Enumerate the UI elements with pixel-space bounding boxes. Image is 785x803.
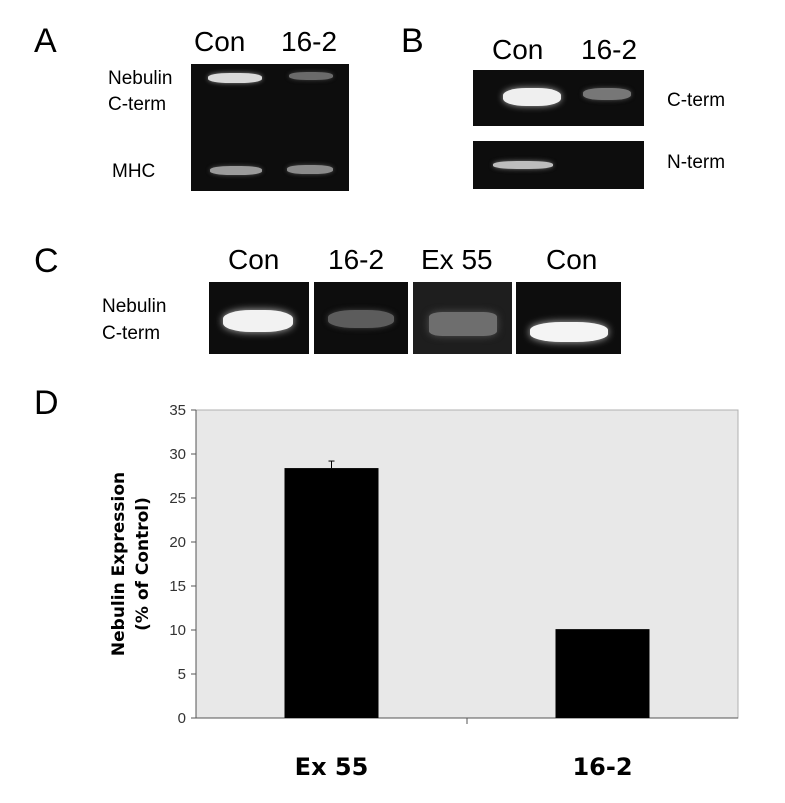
y-tick-label: 10 (169, 622, 186, 639)
y-tick-label: 0 (178, 710, 186, 727)
gel-band (210, 166, 262, 175)
panel-a-label-nebulin: Nebulin (108, 68, 173, 89)
y-tick-label: 35 (169, 402, 186, 419)
panel-c-label-nebulin: Nebulin (102, 296, 167, 317)
y-tick-label: 20 (169, 534, 186, 551)
panel-c-gel-ex55 (413, 282, 512, 354)
panel-c-lane-con-1: Con (228, 244, 280, 275)
gel-band (583, 88, 631, 100)
x-category-label: Ex 55 (295, 753, 369, 781)
gel-band (328, 310, 394, 328)
panel-b-gel-cterm (473, 70, 644, 126)
gel-band (530, 322, 608, 342)
panel-c-lane-con-2: Con (546, 244, 598, 275)
y-axis-label-line2: (% of Control) (133, 497, 153, 631)
panel-a-label-mhc: MHC (112, 161, 156, 182)
gel-band (503, 88, 561, 106)
panel-b-label-nterm: N-term (667, 152, 726, 173)
panel-a-lane-con: Con (194, 26, 246, 57)
panel-c-gel-16-2 (314, 282, 408, 354)
y-tick-label: 25 (169, 490, 186, 507)
gel-band (208, 73, 262, 83)
panel-a-letter: A (34, 22, 57, 60)
panel-d-letter: D (34, 384, 59, 422)
panel-a-label-cterm: C-term (108, 94, 167, 115)
bar (555, 629, 650, 718)
panel-b-lane-16-2: 16-2 (581, 34, 638, 65)
gel-band (493, 161, 553, 169)
panel-b-gel-nterm (473, 141, 644, 189)
x-category-label: 16-2 (572, 753, 632, 781)
plot-area (195, 409, 739, 719)
y-tick-label: 30 (169, 446, 186, 463)
gel-band (223, 310, 293, 332)
panel-a-lane-16-2: 16-2 (281, 26, 338, 57)
panel-b-lane-con: Con (492, 34, 544, 65)
y-tick-label: 5 (178, 666, 186, 683)
y-tick-label: 15 (169, 578, 186, 595)
gel-band (429, 312, 497, 336)
panel-c-letter: C (34, 242, 59, 280)
panel-c-gel-con-1 (209, 282, 309, 354)
gel-band (287, 165, 333, 174)
panel-c-lane-ex55: Ex 55 (421, 244, 493, 275)
panel-b-label-cterm: C-term (667, 90, 726, 111)
panel-b-letter: B (401, 22, 424, 60)
panel-c-gel-con-2 (516, 282, 621, 354)
panel-c-label-cterm: C-term (102, 323, 161, 344)
panel-a-gel (191, 64, 349, 191)
bar (284, 468, 379, 718)
panel-c-lane-16-2: 16-2 (328, 244, 385, 275)
gel-band (289, 72, 333, 80)
y-axis-label-line1: Nebulin Expression (109, 472, 129, 656)
